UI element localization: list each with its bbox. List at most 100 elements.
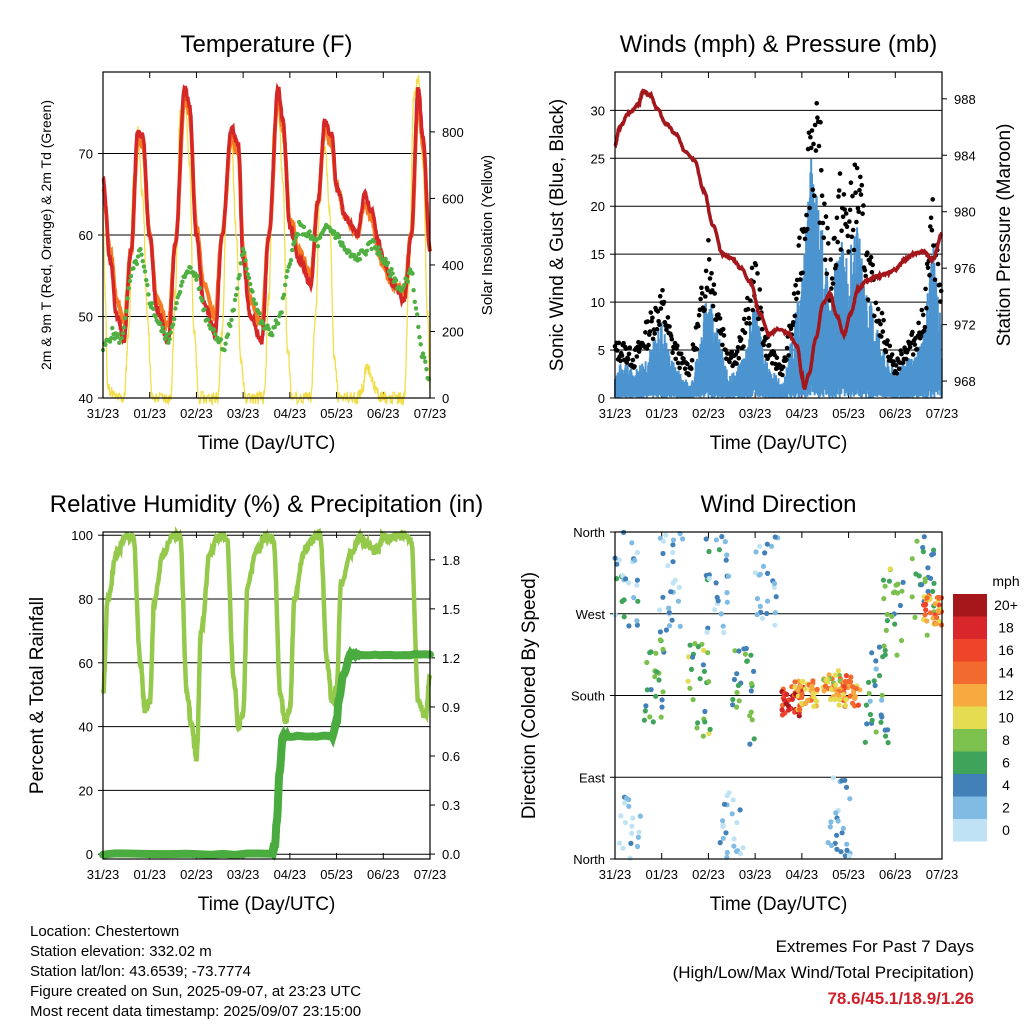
legend-swatch — [953, 774, 987, 797]
direction-point — [880, 577, 887, 583]
gust-point — [707, 276, 713, 281]
direction-point — [839, 778, 845, 784]
direction-point — [632, 557, 638, 564]
direction-point — [879, 697, 885, 703]
direction-point — [879, 692, 885, 698]
dewpoint-point — [110, 325, 115, 331]
gust-point — [699, 291, 705, 296]
y-tick-label: 60 — [79, 228, 93, 243]
dewpoint-point — [116, 332, 121, 337]
gust-point — [727, 359, 732, 365]
gust-point — [703, 294, 708, 299]
direction-point — [827, 824, 833, 830]
legend-label: 14 — [998, 665, 1014, 681]
direction-point — [663, 532, 669, 538]
dewpoint-point — [119, 336, 124, 341]
dewpoint-point — [238, 261, 243, 266]
direction-point — [665, 563, 671, 569]
gust-point — [755, 271, 760, 276]
direction-point — [880, 654, 886, 660]
y-tick-label: 25 — [591, 151, 605, 166]
y-tick-label: North — [573, 525, 605, 540]
direction-point — [685, 678, 691, 684]
direction-point — [706, 548, 712, 555]
direction-point — [864, 721, 870, 727]
direction-point — [873, 729, 879, 735]
gust-point — [924, 305, 929, 311]
gust-point — [637, 345, 643, 351]
direction-point — [814, 686, 820, 693]
gust-point — [711, 282, 717, 288]
direction-point — [933, 621, 939, 627]
gust-point — [656, 319, 661, 324]
gust-point — [922, 324, 928, 330]
dewpoint-point — [412, 299, 417, 304]
direction-point — [935, 608, 941, 614]
gust-point — [828, 257, 833, 262]
dewpoint-point — [411, 288, 416, 293]
dewpoint-point — [146, 292, 151, 297]
direction-point — [620, 845, 626, 851]
x-axis-label: Time (Day/UTC) — [198, 894, 336, 915]
gust-point — [856, 209, 861, 214]
direction-point — [872, 682, 878, 689]
direction-point — [643, 703, 649, 709]
dewpoint-point — [276, 321, 281, 326]
gust-point — [686, 372, 692, 378]
gust-point — [872, 313, 877, 319]
direction-point — [873, 658, 879, 664]
gust-point — [647, 329, 653, 334]
figure-created: Figure created on Sun, 2025-09-07, at 23… — [30, 983, 362, 1000]
direction-point — [934, 614, 940, 621]
direction-point — [764, 610, 770, 617]
dewpoint-point — [180, 279, 185, 284]
dewpoint-point — [126, 286, 131, 291]
plot-frame — [102, 71, 431, 399]
gust-point — [654, 326, 660, 332]
y2-tick-label: 0 — [442, 391, 449, 406]
direction-point — [789, 696, 796, 702]
plot-frame — [614, 531, 943, 860]
direction-point — [715, 598, 721, 604]
direction-point — [732, 648, 738, 654]
direction-point — [795, 687, 801, 694]
direction-point — [871, 678, 877, 684]
dewpoint-point — [243, 258, 248, 263]
gust-point — [812, 193, 817, 198]
dewpoint-point — [363, 252, 368, 257]
gust-point — [745, 306, 751, 312]
dewpoint-point — [416, 324, 421, 330]
direction-point — [822, 683, 829, 689]
direction-point — [724, 849, 730, 856]
series-total-precipitation — [99, 645, 434, 861]
gust-point — [626, 351, 632, 357]
direction-point — [670, 580, 676, 586]
direction-point — [772, 534, 778, 540]
dewpoint-point — [212, 331, 218, 337]
dewpoint-point — [318, 235, 323, 240]
dewpoint-point — [378, 253, 384, 259]
gust-point — [833, 262, 839, 268]
dewpoint-point — [279, 310, 284, 315]
dewpoint-point — [347, 249, 352, 254]
direction-point — [690, 697, 696, 703]
direction-point — [757, 571, 763, 577]
gust-point — [818, 119, 823, 125]
direction-point — [668, 589, 674, 595]
gust-point — [805, 226, 810, 232]
direction-point — [828, 842, 835, 849]
gust-point — [747, 321, 752, 326]
gust-point — [844, 224, 850, 229]
direction-point — [894, 590, 901, 596]
direction-point — [748, 652, 754, 658]
dewpoint-point — [149, 301, 155, 306]
dewpoint-point — [422, 355, 427, 360]
direction-point — [634, 549, 641, 556]
gust-point — [764, 335, 770, 341]
gust-point — [738, 336, 744, 342]
y2-tick-label: 968 — [954, 374, 976, 389]
direction-point — [876, 673, 883, 679]
direction-point — [930, 588, 936, 595]
gust-point — [853, 190, 858, 195]
gust-point — [658, 306, 664, 311]
